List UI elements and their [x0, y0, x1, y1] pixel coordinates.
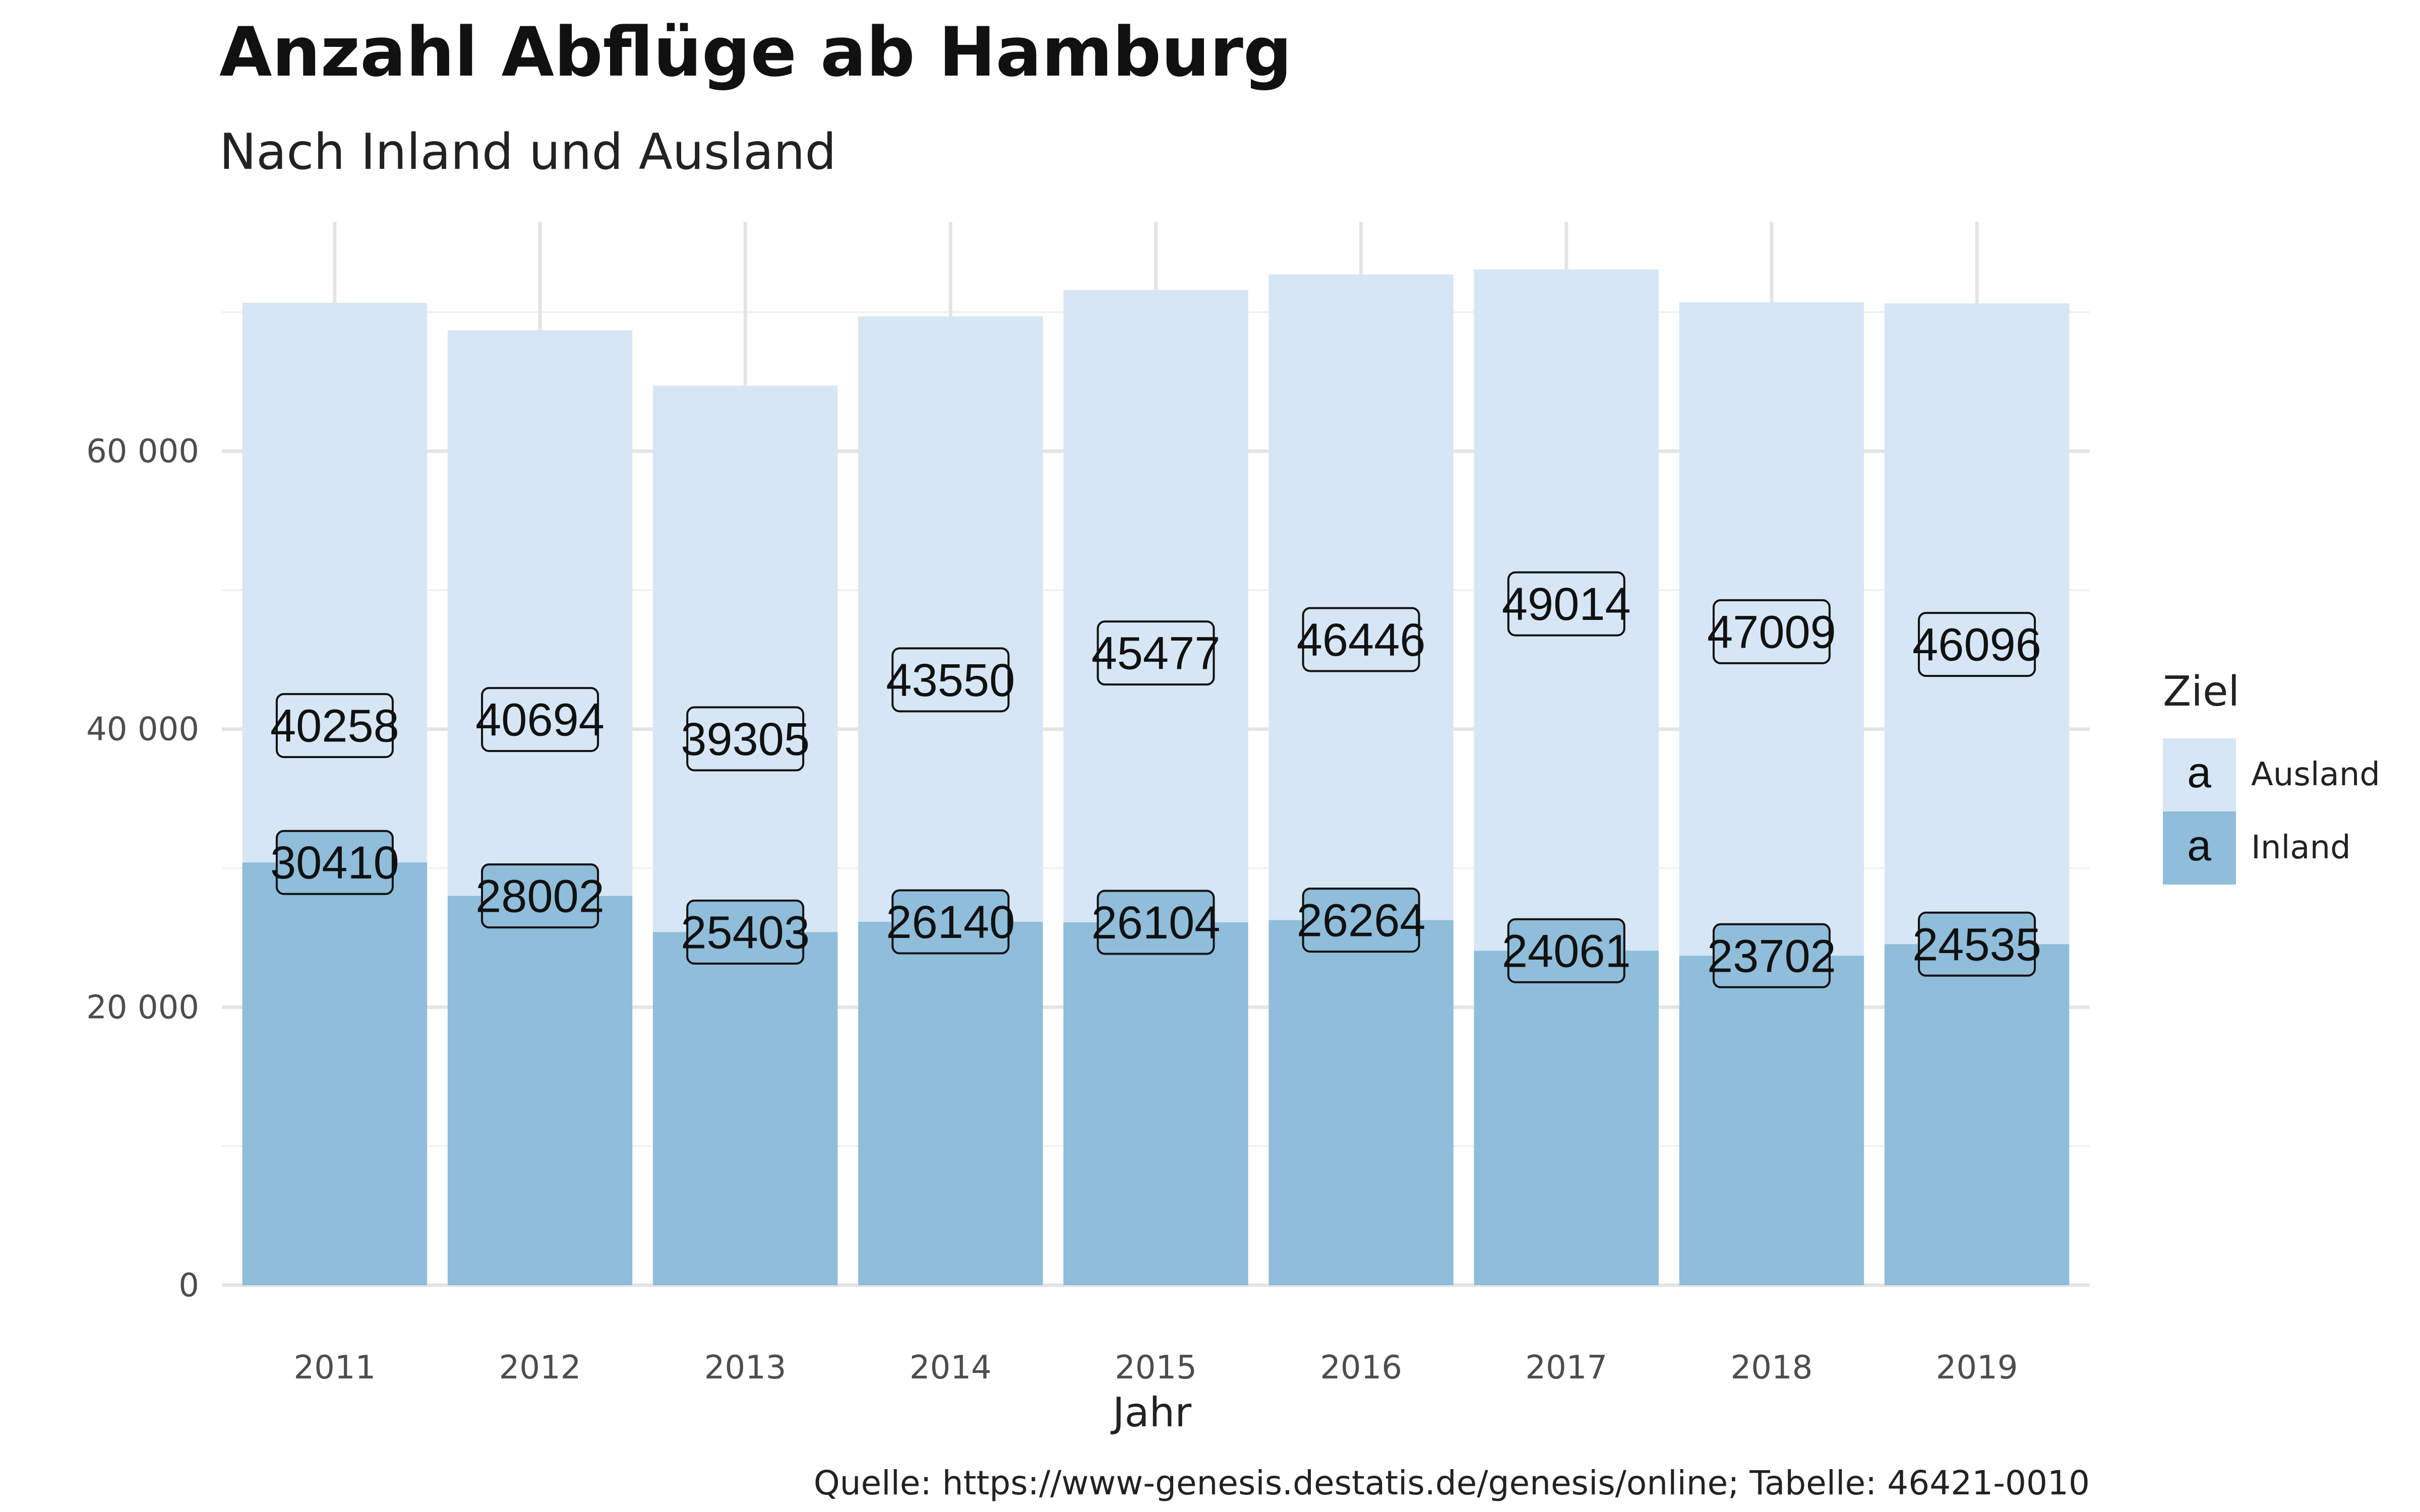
data-label-inland-2012-box	[481, 863, 599, 929]
data-label-inland-2018: 23702	[1707, 923, 1836, 988]
data-label-inland-2014: 26140	[886, 889, 1015, 955]
legend-entry-ausland: Ausland	[2251, 756, 2380, 793]
y-tick-label: 20 000	[86, 989, 199, 1026]
data-label-ausland-2017-text: 49014	[1502, 579, 1631, 630]
data-label-inland-2012-text: 28002	[475, 871, 604, 922]
data-label-ausland-2018: 47009	[1707, 599, 1836, 664]
data-label-ausland-2016: 46446	[1297, 607, 1426, 672]
data-label-ausland-2015-box	[1097, 620, 1215, 686]
data-label-inland-2017-text: 24061	[1502, 925, 1631, 977]
legend-key-ausland	[2163, 738, 2236, 811]
legend-key-inland	[2163, 811, 2236, 885]
data-label-inland-2015: 26104	[1092, 890, 1221, 955]
data-label-ausland-2016-text: 46446	[1297, 614, 1426, 666]
data-label-ausland-2012-text: 40694	[475, 695, 604, 746]
y-tick-label: 60 000	[86, 433, 199, 470]
chart-title: Anzahl Abflüge ab Hamburg	[219, 13, 1292, 92]
bar-ausland-2014	[858, 316, 1043, 922]
data-label-inland-2018-box	[1712, 923, 1831, 988]
legend-entry-inland: Inland	[2251, 829, 2351, 866]
legend: Ziel a a Ausland Inland	[2163, 668, 2380, 885]
x-axis-title: Jahr	[1110, 1389, 1191, 1436]
data-label-inland-2011-text: 30410	[270, 837, 399, 889]
y-tick-label: 0	[178, 1267, 199, 1304]
data-label-inland-2019-box	[1918, 911, 2036, 977]
data-label-inland-2015-text: 26104	[1092, 897, 1221, 949]
bar-ausland-2012	[447, 330, 633, 896]
x-tick-label: 2011	[293, 1349, 376, 1387]
data-label-ausland-2019-box	[1918, 612, 2036, 677]
x-tick-label: 2019	[1936, 1349, 2018, 1387]
data-label-inland-2014-box	[891, 889, 1010, 955]
x-tick-label: 2013	[704, 1349, 786, 1387]
data-label-ausland-2018-box	[1712, 599, 1831, 664]
data-label-ausland-2012: 40694	[475, 687, 604, 752]
bars	[242, 269, 2070, 1285]
x-tick-label: 2014	[910, 1349, 992, 1387]
chart-caption: Quelle: https://www-genesis.destatis.de/…	[814, 1464, 2090, 1502]
bar-inland-2014	[858, 922, 1043, 1285]
data-label-ausland-2012-box	[481, 687, 599, 752]
bar-inland-2017	[1474, 951, 1659, 1285]
bar-inland-2018	[1679, 956, 1864, 1285]
data-label-ausland-2013-box	[686, 706, 805, 772]
y-axis-ticks: 0 20 000 40 000 60 000	[86, 433, 199, 1304]
data-label-ausland-2016-box	[1302, 607, 1420, 672]
data-label-ausland-2014: 43550	[886, 647, 1015, 713]
x-tick-label: 2016	[1320, 1349, 1402, 1387]
data-label-inland-2011: 30410	[270, 830, 399, 895]
data-label-inland-2012: 28002	[475, 863, 604, 929]
data-label-ausland-2014-box	[891, 647, 1010, 713]
legend-title: Ziel	[2163, 668, 2240, 716]
data-label-inland-2016: 26264	[1297, 888, 1426, 953]
bar-ausland-2015	[1063, 290, 1248, 923]
data-label-ausland-2017: 49014	[1502, 571, 1631, 637]
data-label-inland-2016-box	[1302, 888, 1420, 953]
x-tick-label: 2018	[1730, 1349, 1812, 1387]
data-label-inland-2013-box	[686, 899, 805, 965]
data-label-inland-2016-text: 26264	[1297, 895, 1426, 947]
data-label-ausland-2019-text: 46096	[1912, 619, 2041, 671]
x-tick-label: 2012	[499, 1349, 581, 1387]
data-label-ausland-2011-box	[275, 693, 394, 759]
bar-inland-2013	[653, 932, 838, 1285]
bar-inland-2015	[1063, 922, 1248, 1285]
data-label-ausland-2011-text: 40258	[270, 701, 399, 752]
data-label-ausland-2014-text: 43550	[886, 655, 1015, 706]
legend-key-ausland-glyph: a	[2187, 748, 2211, 797]
bar-inland-2011	[242, 862, 428, 1285]
data-label-ausland-2013: 39305	[681, 706, 810, 772]
data-label-ausland-2011: 40258	[270, 693, 399, 759]
bar-ausland-2016	[1268, 274, 1454, 920]
data-label-inland-2015-box	[1097, 890, 1215, 955]
bar-inland-2019	[1884, 944, 2070, 1285]
data-label-ausland-2013-text: 39305	[681, 714, 810, 765]
data-label-inland-2017-box	[1507, 918, 1625, 983]
data-label-inland-2017: 24061	[1502, 918, 1631, 983]
bar-ausland-2011	[242, 302, 428, 863]
legend-key-inland-glyph: a	[2187, 822, 2211, 870]
data-label-inland-2019: 24535	[1912, 911, 2041, 977]
x-axis-ticks: 2011 2012 2013 2014 2015 2016 2017 2018 2019	[293, 1349, 2018, 1387]
data-label-inland-2019-text: 24535	[1912, 919, 2041, 970]
x-tick-label: 2015	[1115, 1349, 1197, 1387]
data-label-inland-2011-box	[275, 830, 394, 895]
data-label-ausland-2017-box	[1507, 571, 1625, 637]
data-label-inland-2013-text: 25403	[681, 907, 810, 958]
chart-subtitle: Nach Inland und Ausland	[219, 123, 836, 181]
data-label-inland-2018-text: 23702	[1707, 930, 1836, 982]
data-labels: 40258 30410 40694 28002 39305 25403 43550 26140…	[270, 571, 2041, 988]
bar-inland-2012	[447, 896, 633, 1285]
data-label-ausland-2018-text: 47009	[1707, 606, 1836, 658]
data-label-inland-2013: 25403	[681, 899, 810, 965]
data-label-ausland-2019: 46096	[1912, 612, 2041, 677]
x-tick-label: 2017	[1525, 1349, 1607, 1387]
bar-inland-2016	[1268, 920, 1454, 1285]
y-tick-label: 40 000	[86, 711, 199, 748]
bar-ausland-2013	[653, 386, 838, 932]
data-label-inland-2014-text: 26140	[886, 897, 1015, 948]
data-label-ausland-2015: 45477	[1092, 620, 1221, 686]
data-label-ausland-2015-text: 45477	[1092, 628, 1221, 679]
